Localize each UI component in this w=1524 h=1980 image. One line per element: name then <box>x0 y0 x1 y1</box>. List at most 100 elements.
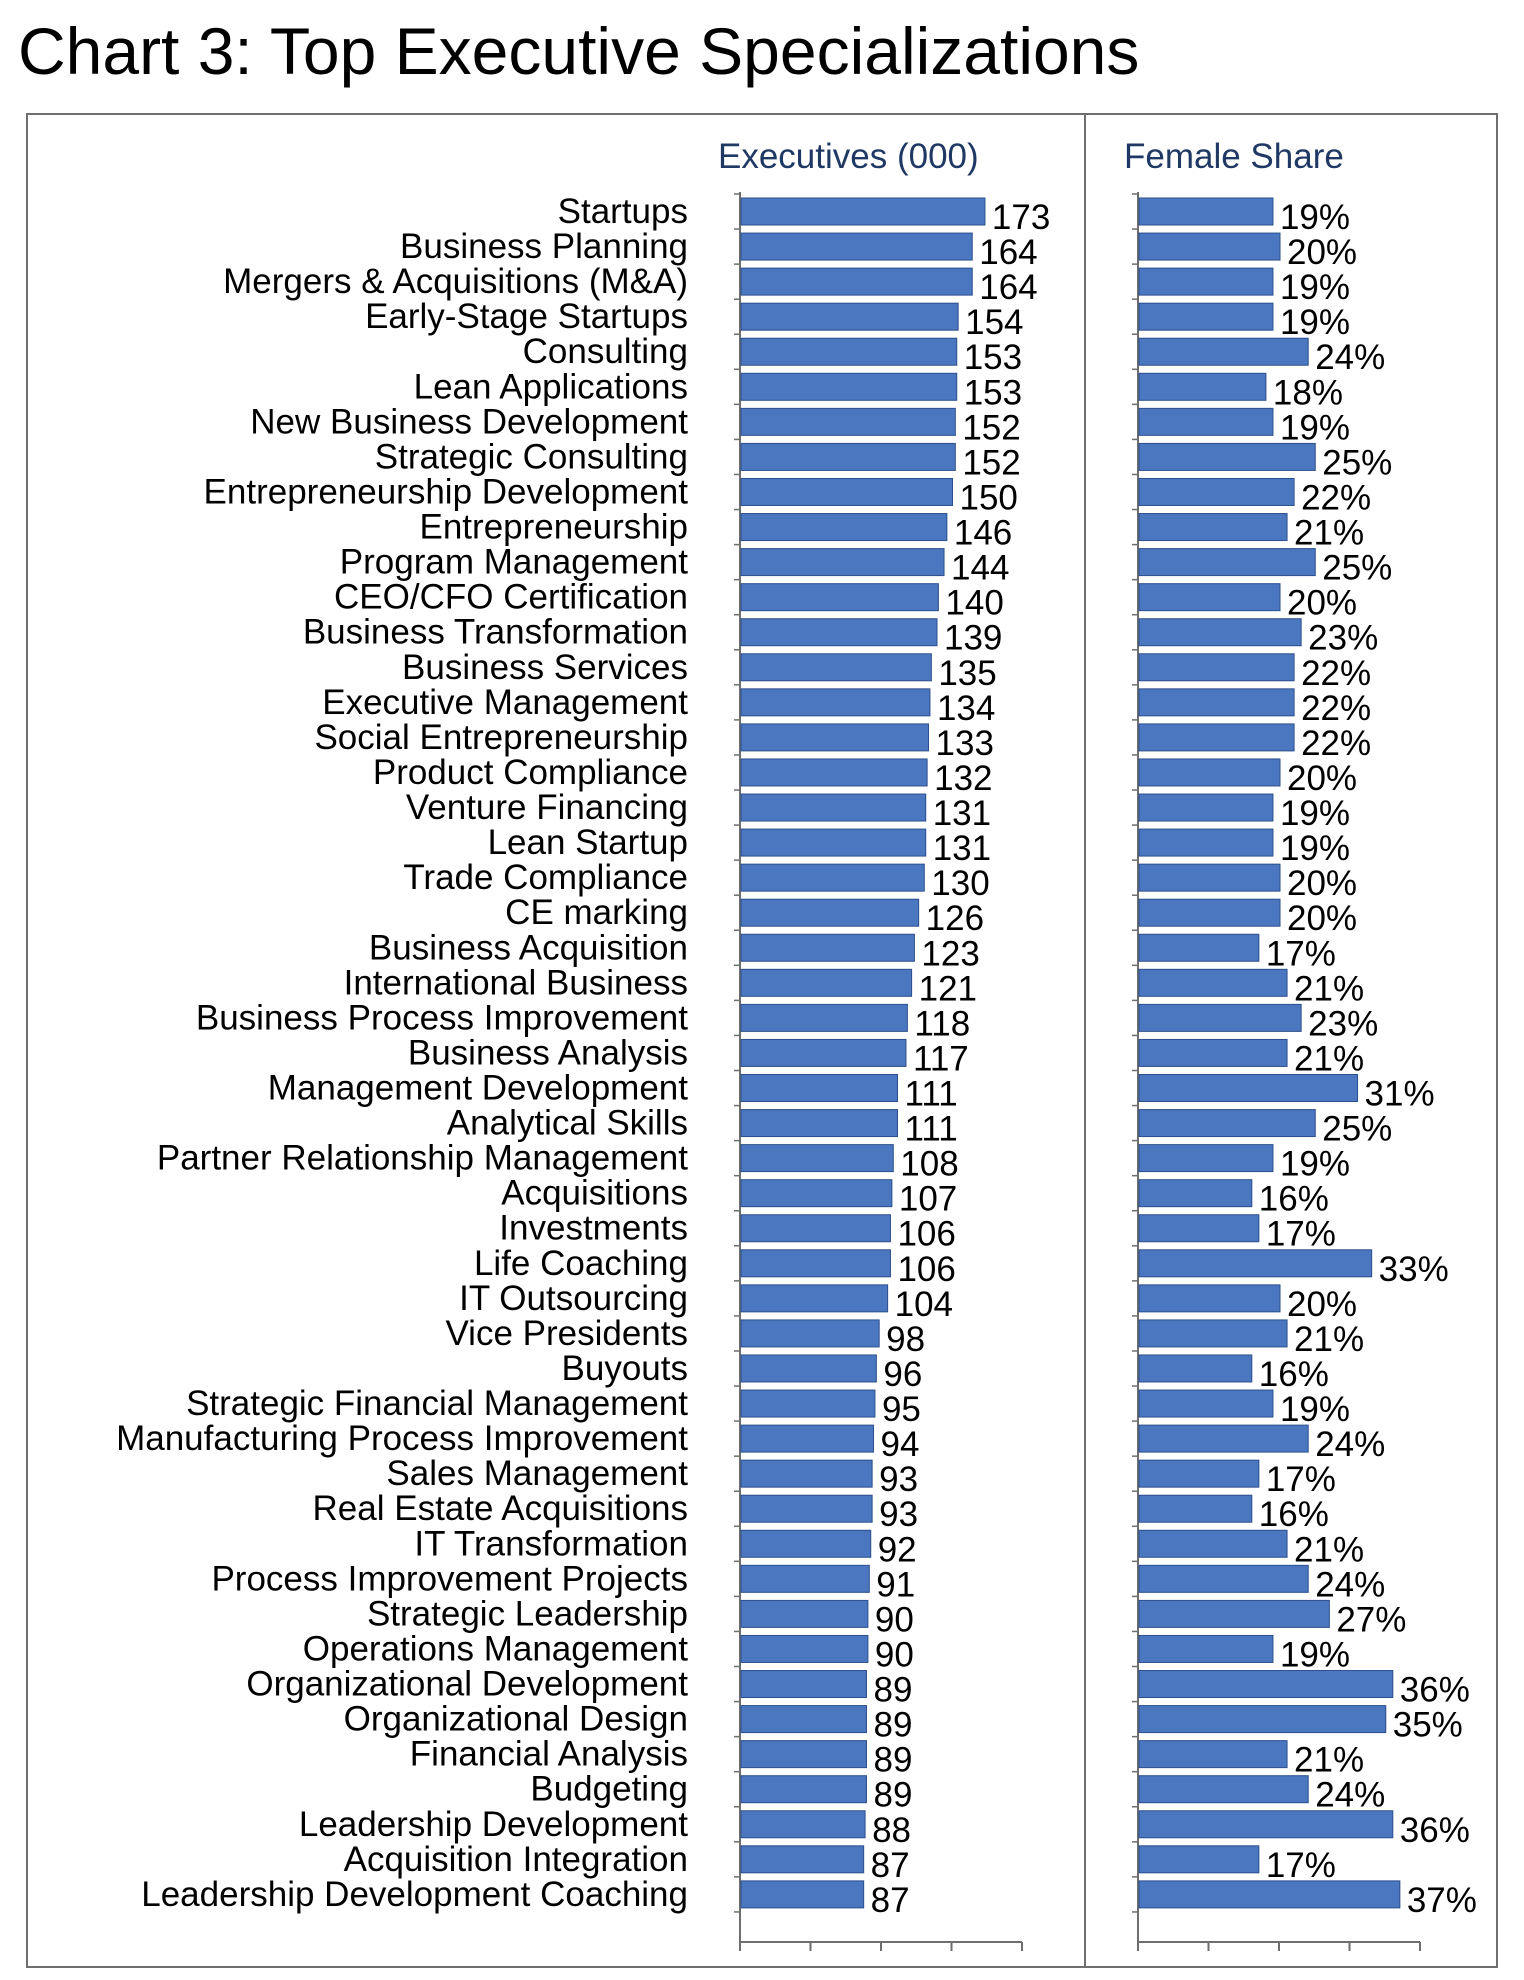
exec-bar <box>740 723 930 752</box>
exec-value-label: 126 <box>926 899 984 938</box>
category-label: Acquisitions <box>501 1174 688 1213</box>
category-label: Operations Management <box>303 1629 688 1668</box>
exec-value-label: 139 <box>944 619 1002 658</box>
female-value-label: 22% <box>1301 654 1371 693</box>
female-value-label: 24% <box>1315 338 1385 377</box>
exec-value-label: 96 <box>883 1355 922 1394</box>
female-value-label: 19% <box>1280 1390 1350 1429</box>
exec-bar <box>740 372 958 401</box>
category-label: Program Management <box>340 543 688 582</box>
female-value-label: 21% <box>1294 1530 1364 1569</box>
exec-value-label: 121 <box>919 969 977 1008</box>
female-bar <box>1138 1109 1316 1138</box>
exec-value-label: 118 <box>914 1004 970 1043</box>
female-value-label: 21% <box>1294 1039 1364 1078</box>
female-bar <box>1138 548 1316 577</box>
exec-value-label: 94 <box>881 1425 920 1464</box>
category-label: Entrepreneurship <box>420 508 689 547</box>
female-value-label: 24% <box>1315 1425 1385 1464</box>
category-label: Business Process Improvement <box>196 998 688 1037</box>
female-share-panel-title: Female Share <box>1124 137 1344 176</box>
category-label: Business Acquisition <box>369 928 688 967</box>
female-value-label: 25% <box>1322 443 1392 482</box>
category-label: Business Analysis <box>408 1033 688 1072</box>
exec-bar <box>740 1144 894 1173</box>
exec-bar <box>740 1670 867 1699</box>
exec-value-label: 90 <box>875 1635 914 1674</box>
female-value-label: 21% <box>1294 969 1364 1008</box>
female-bar <box>1138 477 1295 506</box>
female-value-label: 24% <box>1315 1565 1385 1604</box>
exec-bar <box>740 758 928 787</box>
female-value-label: 17% <box>1266 1846 1336 1885</box>
exec-value-label: 154 <box>965 303 1023 342</box>
female-bar <box>1138 407 1274 436</box>
female-bar <box>1138 232 1281 261</box>
exec-value-label: 164 <box>979 268 1037 307</box>
female-value-label: 16% <box>1259 1180 1329 1219</box>
exec-value-label: 92 <box>878 1530 917 1569</box>
female-bar <box>1138 1249 1373 1278</box>
exec-value-label: 89 <box>873 1706 912 1745</box>
female-bar <box>1138 1319 1288 1348</box>
female-bar <box>1138 898 1281 927</box>
female-bar <box>1138 1214 1260 1243</box>
category-label: Budgeting <box>530 1770 688 1809</box>
exec-bar <box>740 793 927 822</box>
female-value-label: 20% <box>1287 233 1357 272</box>
exec-bar <box>740 1214 891 1243</box>
female-value-label: 22% <box>1301 724 1371 763</box>
exec-value-label: 131 <box>933 829 991 868</box>
exec-bar <box>740 1529 872 1558</box>
female-value-label: 27% <box>1336 1600 1406 1639</box>
exec-bar <box>740 583 939 612</box>
exec-value-label: 104 <box>895 1285 953 1324</box>
female-bar <box>1138 758 1281 787</box>
exec-value-label: 130 <box>931 864 989 903</box>
exec-bar <box>740 1038 907 1067</box>
category-label: Mergers & Acquisitions (M&A) <box>223 262 688 301</box>
female-bar <box>1138 653 1295 682</box>
female-bar <box>1138 1740 1288 1769</box>
exec-value-label: 91 <box>876 1565 915 1604</box>
female-bar <box>1138 1144 1274 1173</box>
exec-value-label: 95 <box>882 1390 921 1429</box>
exec-value-label: 144 <box>951 549 1009 588</box>
female-bar <box>1138 1670 1394 1699</box>
female-bar <box>1138 1880 1401 1909</box>
exec-bar <box>740 197 986 226</box>
exec-bar <box>740 1179 893 1208</box>
category-label: Strategic Consulting <box>375 437 688 476</box>
female-value-label: 35% <box>1393 1706 1463 1745</box>
female-bar <box>1138 793 1274 822</box>
female-value-label: 21% <box>1294 514 1364 553</box>
exec-bar <box>740 1775 867 1804</box>
exec-value-label: 106 <box>897 1250 955 1289</box>
category-label: Organizational Design <box>344 1700 688 1739</box>
exec-bar <box>740 548 945 577</box>
exec-bar <box>740 267 973 296</box>
female-value-label: 19% <box>1280 1145 1350 1184</box>
exec-value-label: 140 <box>945 584 1003 623</box>
category-label: Lean Startup <box>488 823 688 862</box>
exec-value-label: 153 <box>964 373 1022 412</box>
category-label: Venture Financing <box>406 788 688 827</box>
exec-value-label: 89 <box>873 1671 912 1710</box>
exec-value-label: 164 <box>979 233 1037 272</box>
exec-bar <box>740 1389 876 1418</box>
female-bar <box>1138 723 1295 752</box>
female-value-label: 21% <box>1294 1741 1364 1780</box>
female-value-label: 19% <box>1280 1635 1350 1674</box>
female-value-label: 19% <box>1280 408 1350 447</box>
female-bar <box>1138 618 1302 647</box>
category-label: Process Improvement Projects <box>211 1559 688 1598</box>
exec-bar <box>740 1109 899 1138</box>
exec-bar <box>740 407 956 436</box>
exec-bar <box>740 653 932 682</box>
exec-bar <box>740 232 973 261</box>
female-value-label: 19% <box>1280 303 1350 342</box>
female-bar <box>1138 1284 1281 1313</box>
category-label: Lean Applications <box>414 367 688 406</box>
female-value-label: 18% <box>1273 373 1343 412</box>
